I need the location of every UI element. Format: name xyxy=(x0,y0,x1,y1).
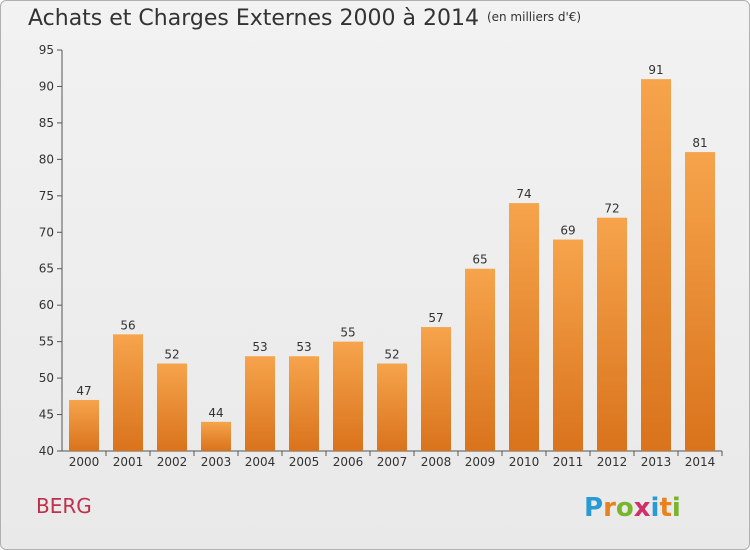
y-tick-label: 50 xyxy=(39,371,54,385)
value-label: 91 xyxy=(648,63,663,77)
value-label: 81 xyxy=(692,136,707,150)
bar-2005 xyxy=(289,356,319,451)
bar-2008 xyxy=(421,327,451,451)
svg-text:Proxiti: Proxiti xyxy=(584,493,681,523)
y-tick-label: 60 xyxy=(39,298,54,312)
x-tick-label: 2006 xyxy=(333,455,364,469)
y-tick-label: 75 xyxy=(39,189,54,203)
value-label: 52 xyxy=(164,348,179,362)
value-label: 55 xyxy=(340,326,355,340)
chart-title: Achats et Charges Externes 2000 à 2014 (e… xyxy=(28,6,581,31)
y-tick-label: 55 xyxy=(39,335,54,349)
x-tick-label: 2001 xyxy=(113,455,144,469)
x-tick-label: 2003 xyxy=(201,455,232,469)
bar-2006 xyxy=(333,341,363,451)
x-tick-label: 2013 xyxy=(641,455,672,469)
chart-title-text: Achats et Charges Externes 2000 à 2014 xyxy=(28,6,479,31)
bar-2009 xyxy=(465,268,495,451)
value-label: 53 xyxy=(296,340,311,354)
value-label: 47 xyxy=(76,384,91,398)
x-tick-label: 2010 xyxy=(509,455,540,469)
bar-2012 xyxy=(597,217,627,451)
y-tick-label: 85 xyxy=(39,116,54,130)
y-tick-label: 40 xyxy=(39,444,54,458)
bar-2003 xyxy=(201,421,231,451)
value-label: 44 xyxy=(208,406,223,420)
x-tick-label: 2000 xyxy=(69,455,100,469)
value-label: 69 xyxy=(560,224,575,238)
x-tick-label: 2005 xyxy=(289,455,320,469)
proxiti-logo: Proxiti xyxy=(584,493,681,523)
bar-2000 xyxy=(69,399,99,451)
y-tick-label: 65 xyxy=(39,262,54,276)
bar-2014 xyxy=(685,152,715,451)
y-tick-label: 45 xyxy=(39,408,54,422)
value-label: 52 xyxy=(384,348,399,362)
x-tick-label: 2009 xyxy=(465,455,496,469)
y-tick-label: 95 xyxy=(39,43,54,57)
y-tick-label: 70 xyxy=(39,225,54,239)
bar-2013 xyxy=(641,79,671,451)
bar-2001 xyxy=(113,334,143,451)
value-label: 72 xyxy=(604,202,619,216)
y-tick-label: 80 xyxy=(39,152,54,166)
value-label: 65 xyxy=(472,253,487,267)
x-tick-label: 2007 xyxy=(377,455,408,469)
bar-2004 xyxy=(245,356,275,451)
x-tick-label: 2008 xyxy=(421,455,452,469)
x-tick-label: 2002 xyxy=(157,455,188,469)
bar-2010 xyxy=(509,203,539,451)
value-label: 57 xyxy=(428,311,443,325)
chart-subtitle: (en milliers d'€) xyxy=(486,10,582,24)
bar-2011 xyxy=(553,239,583,451)
bar-2002 xyxy=(157,363,187,451)
value-label: 56 xyxy=(120,318,135,332)
bars-layer xyxy=(69,79,715,451)
x-tick-label: 2012 xyxy=(597,455,628,469)
y-tick-label: 90 xyxy=(39,79,54,93)
value-label: 74 xyxy=(516,187,531,201)
labels-layer: 2000 47 2001 56 2002 52 2003 44 2004 53 2005 53 2006… xyxy=(69,63,716,469)
bar-2007 xyxy=(377,363,407,451)
x-tick-label: 2014 xyxy=(685,455,716,469)
x-tick-label: 2004 xyxy=(245,455,276,469)
commune-name: BERG xyxy=(36,494,92,518)
value-label: 53 xyxy=(252,340,267,354)
x-tick-label: 2011 xyxy=(553,455,584,469)
